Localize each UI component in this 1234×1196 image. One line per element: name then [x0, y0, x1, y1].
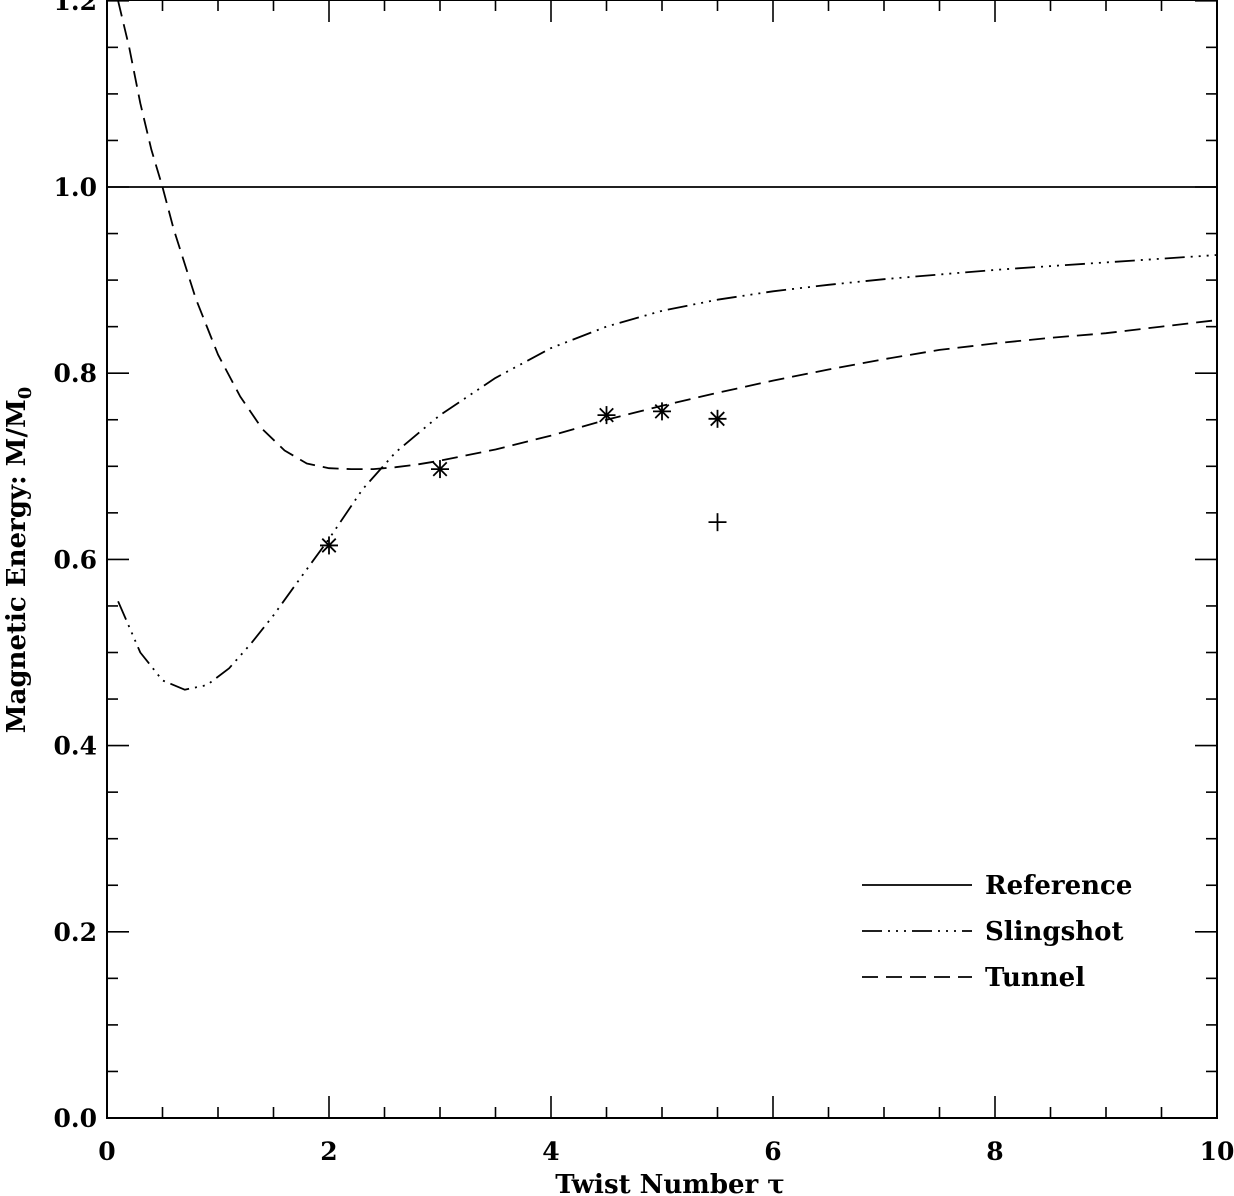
asterisk-marker: [653, 402, 671, 421]
series-lines: [107, 0, 1218, 691]
x-tick-label: 4: [542, 1137, 559, 1166]
x-tick-label: 0: [98, 1137, 115, 1166]
asterisk-marker: [431, 460, 449, 479]
axis-ticks: [106, 0, 1218, 1119]
y-axis-label-main: Magnetic Energy: M/M: [2, 399, 32, 733]
y-tick-label: 0.6: [54, 545, 98, 574]
y-tick-label: 0.4: [54, 732, 98, 761]
tick-labels: 0 2 4 6 8 10 0.0 0.2 0.4 0.6 0.8 1.0 1.2: [54, 0, 1234, 1166]
data-markers: [320, 402, 727, 555]
asterisk-marker: [708, 409, 727, 428]
x-tick-label: 8: [986, 1137, 1003, 1166]
x-tick-label: 2: [320, 1137, 337, 1166]
plot-frame: [106, 0, 1218, 1119]
legend-entry-slingshot: Slingshot: [862, 917, 1124, 947]
y-axis-label: Magnetic Energy: M/M0: [2, 387, 36, 734]
legend-entry-tunnel: Tunnel: [862, 963, 1085, 993]
legend: Reference Slingshot Tunnel: [862, 871, 1132, 993]
y-tick-label: 0.2: [54, 918, 98, 947]
y-tick-label: 0.0: [54, 1104, 98, 1133]
y-tick-label: 0.8: [54, 359, 98, 388]
legend-label: Tunnel: [985, 963, 1085, 993]
legend-label: Reference: [985, 871, 1132, 901]
series-slingshot-line: [117, 254, 1218, 691]
asterisk-marker: [597, 406, 616, 425]
x-tick-label: 10: [1200, 1137, 1234, 1166]
legend-entry-reference: Reference: [862, 871, 1132, 901]
y-tick-label: 1.0: [54, 173, 98, 202]
plus-marker: [708, 513, 727, 532]
x-tick-label: 6: [764, 1137, 781, 1166]
series-tunnel-line: [117, 0, 1218, 471]
asterisk-marker: [320, 536, 338, 555]
legend-label: Slingshot: [985, 917, 1124, 947]
y-tick-label: 1.2: [54, 0, 98, 16]
x-axis-label: Twist Number τ: [555, 1170, 785, 1196]
y-axis-label-subscript: 0: [15, 387, 36, 400]
svg-text:Magnetic Energy: M/M0: Magnetic Energy: M/M0: [2, 387, 36, 734]
